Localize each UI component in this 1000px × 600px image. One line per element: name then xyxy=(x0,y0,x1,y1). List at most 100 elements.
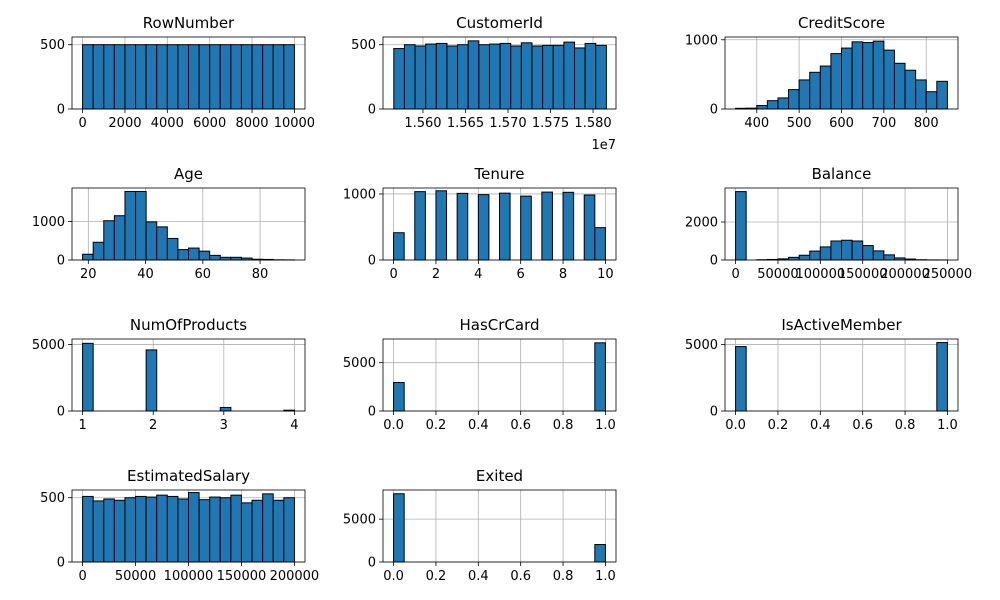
axes-frame xyxy=(71,338,306,412)
histogram-bar xyxy=(520,42,533,110)
axes-frame xyxy=(382,187,617,261)
y-tick-label: 5000 xyxy=(343,513,376,528)
x-tick-label: 4 xyxy=(290,418,298,433)
histogram-bar xyxy=(230,44,242,110)
histogram-bar xyxy=(841,47,853,110)
x-tick-label: 4000 xyxy=(151,116,184,131)
histogram-bar xyxy=(166,44,179,110)
histogram-bar xyxy=(103,220,115,261)
x-tick-label: 0.4 xyxy=(468,418,489,433)
subplot-title: EstimatedSalary xyxy=(127,467,250,485)
histogram-bar xyxy=(188,44,200,110)
histogram-bar xyxy=(166,495,179,563)
x-tick-label: 40 xyxy=(137,267,154,282)
histogram-bar xyxy=(251,499,264,563)
histogram-bar xyxy=(145,44,158,110)
histogram-bar xyxy=(177,44,189,110)
histogram-bar xyxy=(188,492,200,563)
subplot-rownumber: 0 2000 4000 6000 8000 10000 0 500 RowNumber xyxy=(40,14,315,131)
histogram-bar xyxy=(219,497,232,563)
histogram-bar xyxy=(135,44,147,110)
histogram-bar xyxy=(862,42,874,110)
subplot-title: CustomerId xyxy=(456,14,543,32)
x-tick-label: 1.575 xyxy=(532,116,569,131)
histogram-bar xyxy=(156,226,168,261)
histogram-bar xyxy=(446,45,459,110)
subplot-title: Exited xyxy=(476,467,523,485)
histogram-bar xyxy=(594,544,606,563)
histogram-bar xyxy=(830,240,843,261)
y-tick-label: 1000 xyxy=(343,187,376,202)
histogram-bar xyxy=(135,495,147,563)
histogram-bar xyxy=(82,44,94,110)
histogram-bar xyxy=(574,47,586,110)
axes-frame xyxy=(382,36,617,110)
x-tick-label: 0 xyxy=(78,116,86,131)
histogram-bar xyxy=(113,215,126,261)
x-tick-label: 150000 xyxy=(838,267,888,282)
histogram-bar xyxy=(756,105,768,110)
x-tick-label: 50000 xyxy=(115,569,156,584)
histogram-bar xyxy=(198,44,211,110)
histogram-bar xyxy=(124,497,137,563)
histogram-bar xyxy=(156,44,168,110)
histogram-bar xyxy=(124,44,137,110)
histogram-bar xyxy=(177,498,189,563)
y-tick-label: 0 xyxy=(710,254,718,269)
histogram-bar xyxy=(156,494,168,563)
histogram-bar xyxy=(788,89,800,110)
histogram-bar xyxy=(435,190,448,261)
x-tick-label: 60 xyxy=(195,267,212,282)
histogram-bar xyxy=(82,495,94,563)
histogram-bar xyxy=(457,44,469,110)
histogram-bar xyxy=(82,253,94,261)
histogram-bar xyxy=(262,44,274,110)
histogram-bar xyxy=(583,194,596,261)
x-tick-label: 200000 xyxy=(880,267,930,282)
histogram-bar xyxy=(283,497,295,563)
x-tick-label: 8000 xyxy=(235,116,268,131)
axes-frame xyxy=(382,489,617,563)
x-tick-label: 0.6 xyxy=(510,418,531,433)
x-tick-label: 50000 xyxy=(757,267,798,282)
histogram-bar xyxy=(103,498,115,563)
histogram-bar xyxy=(188,247,200,261)
histogram-bar xyxy=(936,80,948,110)
histogram-bar xyxy=(393,382,405,412)
x-tick-label: 600 xyxy=(829,116,854,131)
histogram-bar xyxy=(456,192,469,261)
x-tick-label: 0.2 xyxy=(426,418,447,433)
axes-frame xyxy=(724,338,959,412)
histogram-bar xyxy=(563,41,576,110)
y-tick-label: 5000 xyxy=(32,338,65,353)
histogram-bar xyxy=(562,191,575,261)
subplot-creditscore: 400 500 600 700 800 0 1000 CreditScore xyxy=(685,14,959,131)
subplot-title: Age xyxy=(174,165,203,183)
histogram-bar xyxy=(113,44,126,110)
x-tick-label: 1 xyxy=(78,418,86,433)
x-tick-label: 1.565 xyxy=(447,116,484,131)
histogram-bar xyxy=(541,191,553,261)
histogram-bar xyxy=(766,100,779,110)
histogram-bar xyxy=(145,349,158,412)
histogram-bar xyxy=(872,40,885,110)
histogram-bar xyxy=(262,493,274,563)
histogram-bar xyxy=(584,42,597,110)
histogram-bar xyxy=(219,406,232,412)
histogram-bar xyxy=(594,342,606,412)
y-tick-label: 500 xyxy=(351,38,376,53)
histogram-bar xyxy=(113,499,126,563)
x-tick-label: 10000 xyxy=(274,116,315,131)
x-tick-label: 200000 xyxy=(270,569,320,584)
histogram-bar xyxy=(809,250,821,261)
x-tick-label: 1.570 xyxy=(489,116,526,131)
subplot-estimatedsalary: 0 50000 100000 150000 200000 0 500 EstimatedSal… xyxy=(40,467,319,584)
histogram-bar xyxy=(82,342,94,412)
histogram-bar xyxy=(883,254,895,261)
y-tick-label: 5000 xyxy=(343,356,376,371)
y-tick-label: 0 xyxy=(710,405,718,420)
y-tick-label: 0 xyxy=(368,103,376,118)
histogram-bar xyxy=(883,49,895,110)
x-tick-label: 0.2 xyxy=(426,569,447,584)
